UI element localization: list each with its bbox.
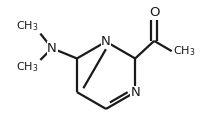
Text: CH$_3$: CH$_3$	[16, 61, 39, 74]
Text: O: O	[149, 6, 160, 19]
Text: N: N	[130, 86, 140, 99]
Text: CH$_3$: CH$_3$	[173, 44, 196, 58]
Text: CH$_3$: CH$_3$	[16, 19, 39, 33]
Text: N: N	[47, 42, 57, 55]
Text: N: N	[101, 35, 111, 48]
